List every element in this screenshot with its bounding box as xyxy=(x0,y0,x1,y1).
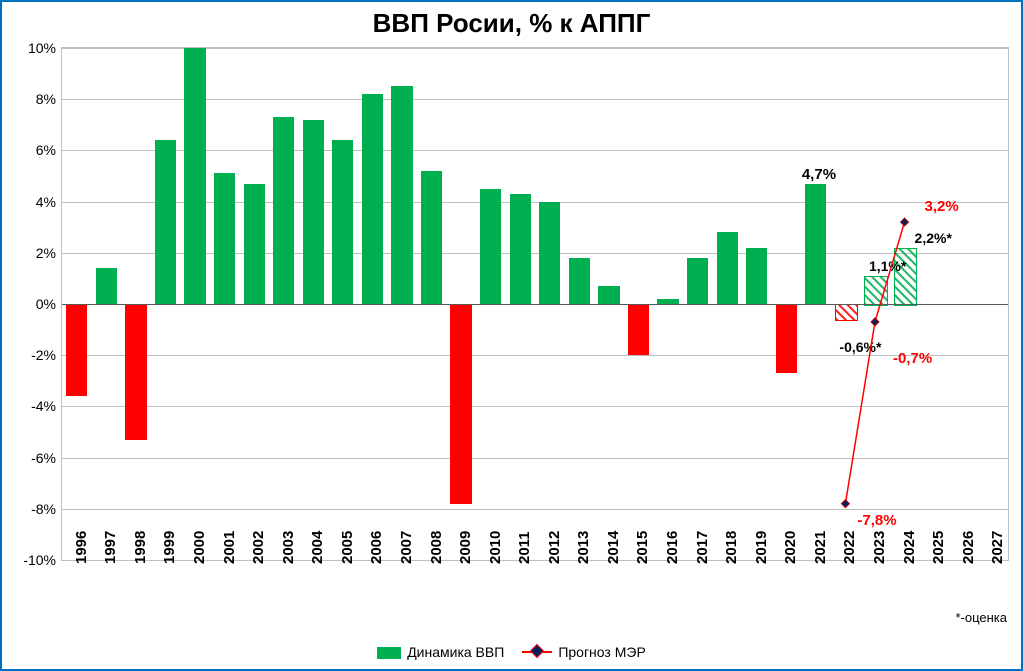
y-tick-label: -10% xyxy=(23,552,62,568)
y-tick-label: -4% xyxy=(31,398,62,414)
y-tick-label: -2% xyxy=(31,347,62,363)
legend: Динамика ВВП Прогноз МЭР xyxy=(2,644,1021,660)
forecast-line xyxy=(845,222,904,504)
legend-swatch xyxy=(377,647,401,659)
legend-line-swatch xyxy=(522,645,552,657)
chart-title: ВВП Росии, % к АППГ xyxy=(2,8,1021,39)
legend-label: Прогноз МЭР xyxy=(558,644,645,660)
forecast-marker xyxy=(901,218,909,226)
y-tick-label: 0% xyxy=(36,296,62,312)
forecast-marker xyxy=(871,318,879,326)
y-tick-label: 8% xyxy=(36,91,62,107)
y-tick-label: 2% xyxy=(36,245,62,261)
line-overlay xyxy=(62,48,1008,560)
y-tick-label: 10% xyxy=(28,40,62,56)
legend-item: Динамика ВВП xyxy=(377,644,504,660)
y-tick-label: 6% xyxy=(36,142,62,158)
y-tick-label: 4% xyxy=(36,194,62,210)
legend-item: Прогноз МЭР xyxy=(522,644,645,660)
y-tick-label: -6% xyxy=(31,450,62,466)
footnote: *-оценка xyxy=(955,610,1007,625)
legend-label: Динамика ВВП xyxy=(407,644,504,660)
chart-frame: ВВП Росии, % к АППГ -10%-8%-6%-4%-2%0%2%… xyxy=(0,0,1023,671)
plot-area: -10%-8%-6%-4%-2%0%2%4%6%8%10%19961997199… xyxy=(62,48,1008,560)
y-tick-label: -8% xyxy=(31,501,62,517)
forecast-marker xyxy=(841,500,849,508)
